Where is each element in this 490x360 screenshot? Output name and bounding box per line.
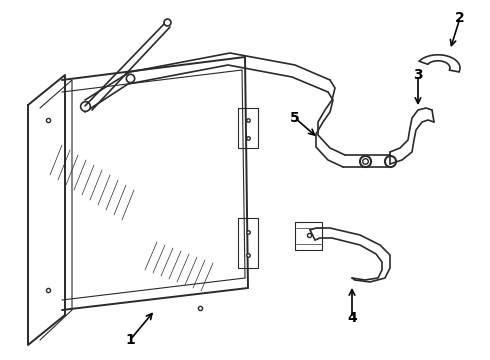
Text: 5: 5	[290, 111, 300, 125]
Text: 4: 4	[347, 311, 357, 325]
Text: 3: 3	[413, 68, 423, 82]
Text: 2: 2	[455, 11, 465, 25]
Text: 1: 1	[125, 333, 135, 347]
